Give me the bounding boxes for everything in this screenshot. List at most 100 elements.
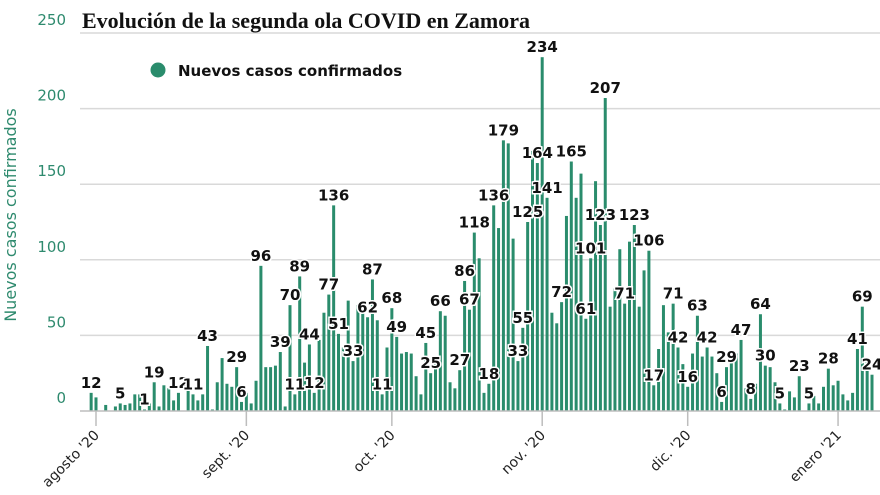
data-label: 23 xyxy=(789,357,810,375)
bar xyxy=(390,308,394,411)
bar xyxy=(225,383,229,411)
data-label: 55 xyxy=(512,309,533,327)
bar xyxy=(710,356,714,411)
title-background xyxy=(80,6,580,30)
bar xyxy=(783,409,787,411)
bar xyxy=(167,388,171,411)
bar xyxy=(303,362,307,411)
data-label: 6 xyxy=(236,383,246,401)
data-label: 39 xyxy=(270,333,291,351)
bar xyxy=(584,318,588,411)
bar xyxy=(841,394,845,411)
bar xyxy=(773,382,777,411)
data-label: 62 xyxy=(357,298,378,316)
data-label: 234 xyxy=(527,38,558,56)
bar xyxy=(720,401,724,411)
bar xyxy=(312,392,316,411)
bar xyxy=(545,197,549,411)
bar xyxy=(434,359,437,411)
bar xyxy=(118,403,122,411)
bar xyxy=(511,238,515,411)
bar xyxy=(855,349,859,411)
bar xyxy=(215,382,219,411)
bar xyxy=(501,140,505,412)
data-label: 5 xyxy=(804,384,814,402)
bar xyxy=(341,347,345,411)
x-tick-label: dic. '20 xyxy=(647,428,694,475)
bar xyxy=(550,312,554,411)
bar xyxy=(671,303,675,411)
data-label: 43 xyxy=(197,327,218,345)
bar xyxy=(647,250,651,411)
bar xyxy=(758,314,762,411)
data-label: 24 xyxy=(862,356,880,374)
bar xyxy=(133,394,137,411)
bar xyxy=(734,353,738,411)
bar xyxy=(574,197,578,411)
data-label: 18 xyxy=(478,365,499,383)
chart-title: Evolución de la segunda ola COVID en Zam… xyxy=(82,8,530,33)
bar xyxy=(346,300,350,411)
bar xyxy=(482,392,486,411)
bar xyxy=(579,173,583,411)
data-label: 141 xyxy=(531,179,562,197)
bar xyxy=(317,339,321,411)
data-label: 87 xyxy=(362,260,383,278)
bar xyxy=(128,403,132,411)
bar xyxy=(812,395,816,411)
data-label: 29 xyxy=(226,348,247,366)
bar xyxy=(613,288,617,411)
bar xyxy=(220,358,224,411)
data-label: 45 xyxy=(415,324,436,342)
bar xyxy=(138,394,142,411)
bar xyxy=(201,394,205,411)
x-tick-label: nov. '20 xyxy=(499,428,549,478)
bar xyxy=(293,394,297,411)
bar xyxy=(739,339,743,411)
bar xyxy=(700,356,704,411)
bar xyxy=(754,383,758,411)
bar xyxy=(666,332,670,411)
bar xyxy=(458,370,462,411)
bar xyxy=(608,306,612,411)
bar xyxy=(681,364,685,411)
bar xyxy=(400,353,404,411)
data-label: 123 xyxy=(585,206,616,224)
bar xyxy=(768,367,772,411)
y-axis-label: Nuevos casos confirmados xyxy=(1,108,20,322)
bar xyxy=(788,391,792,411)
data-label: 164 xyxy=(522,144,553,162)
data-label: 125 xyxy=(512,203,543,221)
bar xyxy=(380,394,384,411)
bar xyxy=(123,404,127,411)
bar xyxy=(652,385,656,411)
bar xyxy=(254,380,258,411)
data-label: 96 xyxy=(250,247,271,265)
data-label: 136 xyxy=(318,186,349,204)
bar xyxy=(657,349,661,411)
data-label: 165 xyxy=(556,143,587,161)
bar xyxy=(240,401,243,411)
bar xyxy=(831,385,835,411)
data-label: 33 xyxy=(343,342,364,360)
bar xyxy=(404,352,408,411)
y-axis-ticks: 0 50 100 150 200 250 xyxy=(37,11,66,407)
bar xyxy=(438,311,442,411)
bar xyxy=(851,392,855,411)
bar xyxy=(230,386,234,411)
bar xyxy=(361,305,365,411)
data-label: 8 xyxy=(746,380,756,398)
data-label: 30 xyxy=(755,347,776,365)
bar xyxy=(778,403,782,411)
bar xyxy=(695,315,699,411)
x-tick-label: enero '21 xyxy=(787,428,845,486)
bar xyxy=(448,382,452,411)
bar xyxy=(560,302,564,411)
data-label: 207 xyxy=(590,79,621,97)
data-label: 101 xyxy=(575,239,606,257)
bars xyxy=(89,57,874,412)
data-label: 44 xyxy=(299,325,320,343)
bar xyxy=(836,380,840,411)
bar xyxy=(89,392,93,411)
data-label: 16 xyxy=(677,368,698,386)
